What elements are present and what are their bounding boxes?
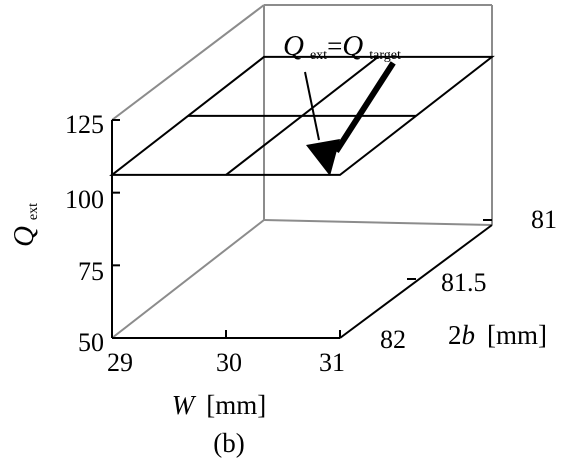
q-axis-var: Q: [8, 226, 40, 247]
arrow-head: [306, 139, 340, 176]
b-axis-line: [339, 224, 493, 339]
q-tick-label: 50: [78, 328, 104, 357]
b-axis-var-prefix: 2: [448, 320, 462, 350]
left-wall-top-edge: [111, 4, 265, 121]
w-axis-unit: [mm]: [206, 390, 266, 420]
front-axes: [111, 120, 493, 339]
b-tick-label: 81: [531, 205, 557, 234]
target-line: [333, 61, 396, 153]
annotation-q-main: Q: [283, 30, 304, 62]
w-tick-label: 30: [216, 348, 242, 377]
b-axis-unit: [mm]: [487, 320, 547, 350]
q-axis-sub: ext: [26, 203, 41, 220]
arrow-shaft: [304, 71, 320, 141]
q-tick-label: 125: [65, 110, 104, 139]
b-axis-title: 2b [mm]: [448, 320, 547, 350]
b-tick-label: 81.5: [441, 268, 487, 297]
surface-outline: [109, 55, 495, 176]
floor-left-edge: [111, 219, 265, 339]
surface-plane: [109, 55, 495, 176]
w-tick-label: 29: [107, 348, 133, 377]
annotation-equals: =: [327, 31, 342, 61]
tick-marks: [111, 119, 492, 339]
back-box: [111, 4, 493, 339]
annotation-sub-target: target: [369, 48, 401, 63]
annotation-sub-ext: ext: [310, 48, 327, 63]
w-tick-label: 31: [319, 348, 345, 377]
q-tick-label: 75: [78, 257, 104, 286]
figure-caption: (b): [213, 428, 244, 458]
annotation-arrow: [304, 71, 340, 176]
w-axis-title: W [mm]: [172, 390, 267, 420]
floor-back-edge: [263, 219, 493, 226]
q-tick-label: 100: [65, 185, 104, 214]
w-axis-var: W: [172, 390, 197, 420]
b-tick-label: 82: [380, 325, 406, 354]
q-axis-title: Qext: [8, 203, 41, 247]
annotation-q-second: Q: [342, 30, 363, 62]
b-axis-var-italic: b: [462, 320, 476, 350]
